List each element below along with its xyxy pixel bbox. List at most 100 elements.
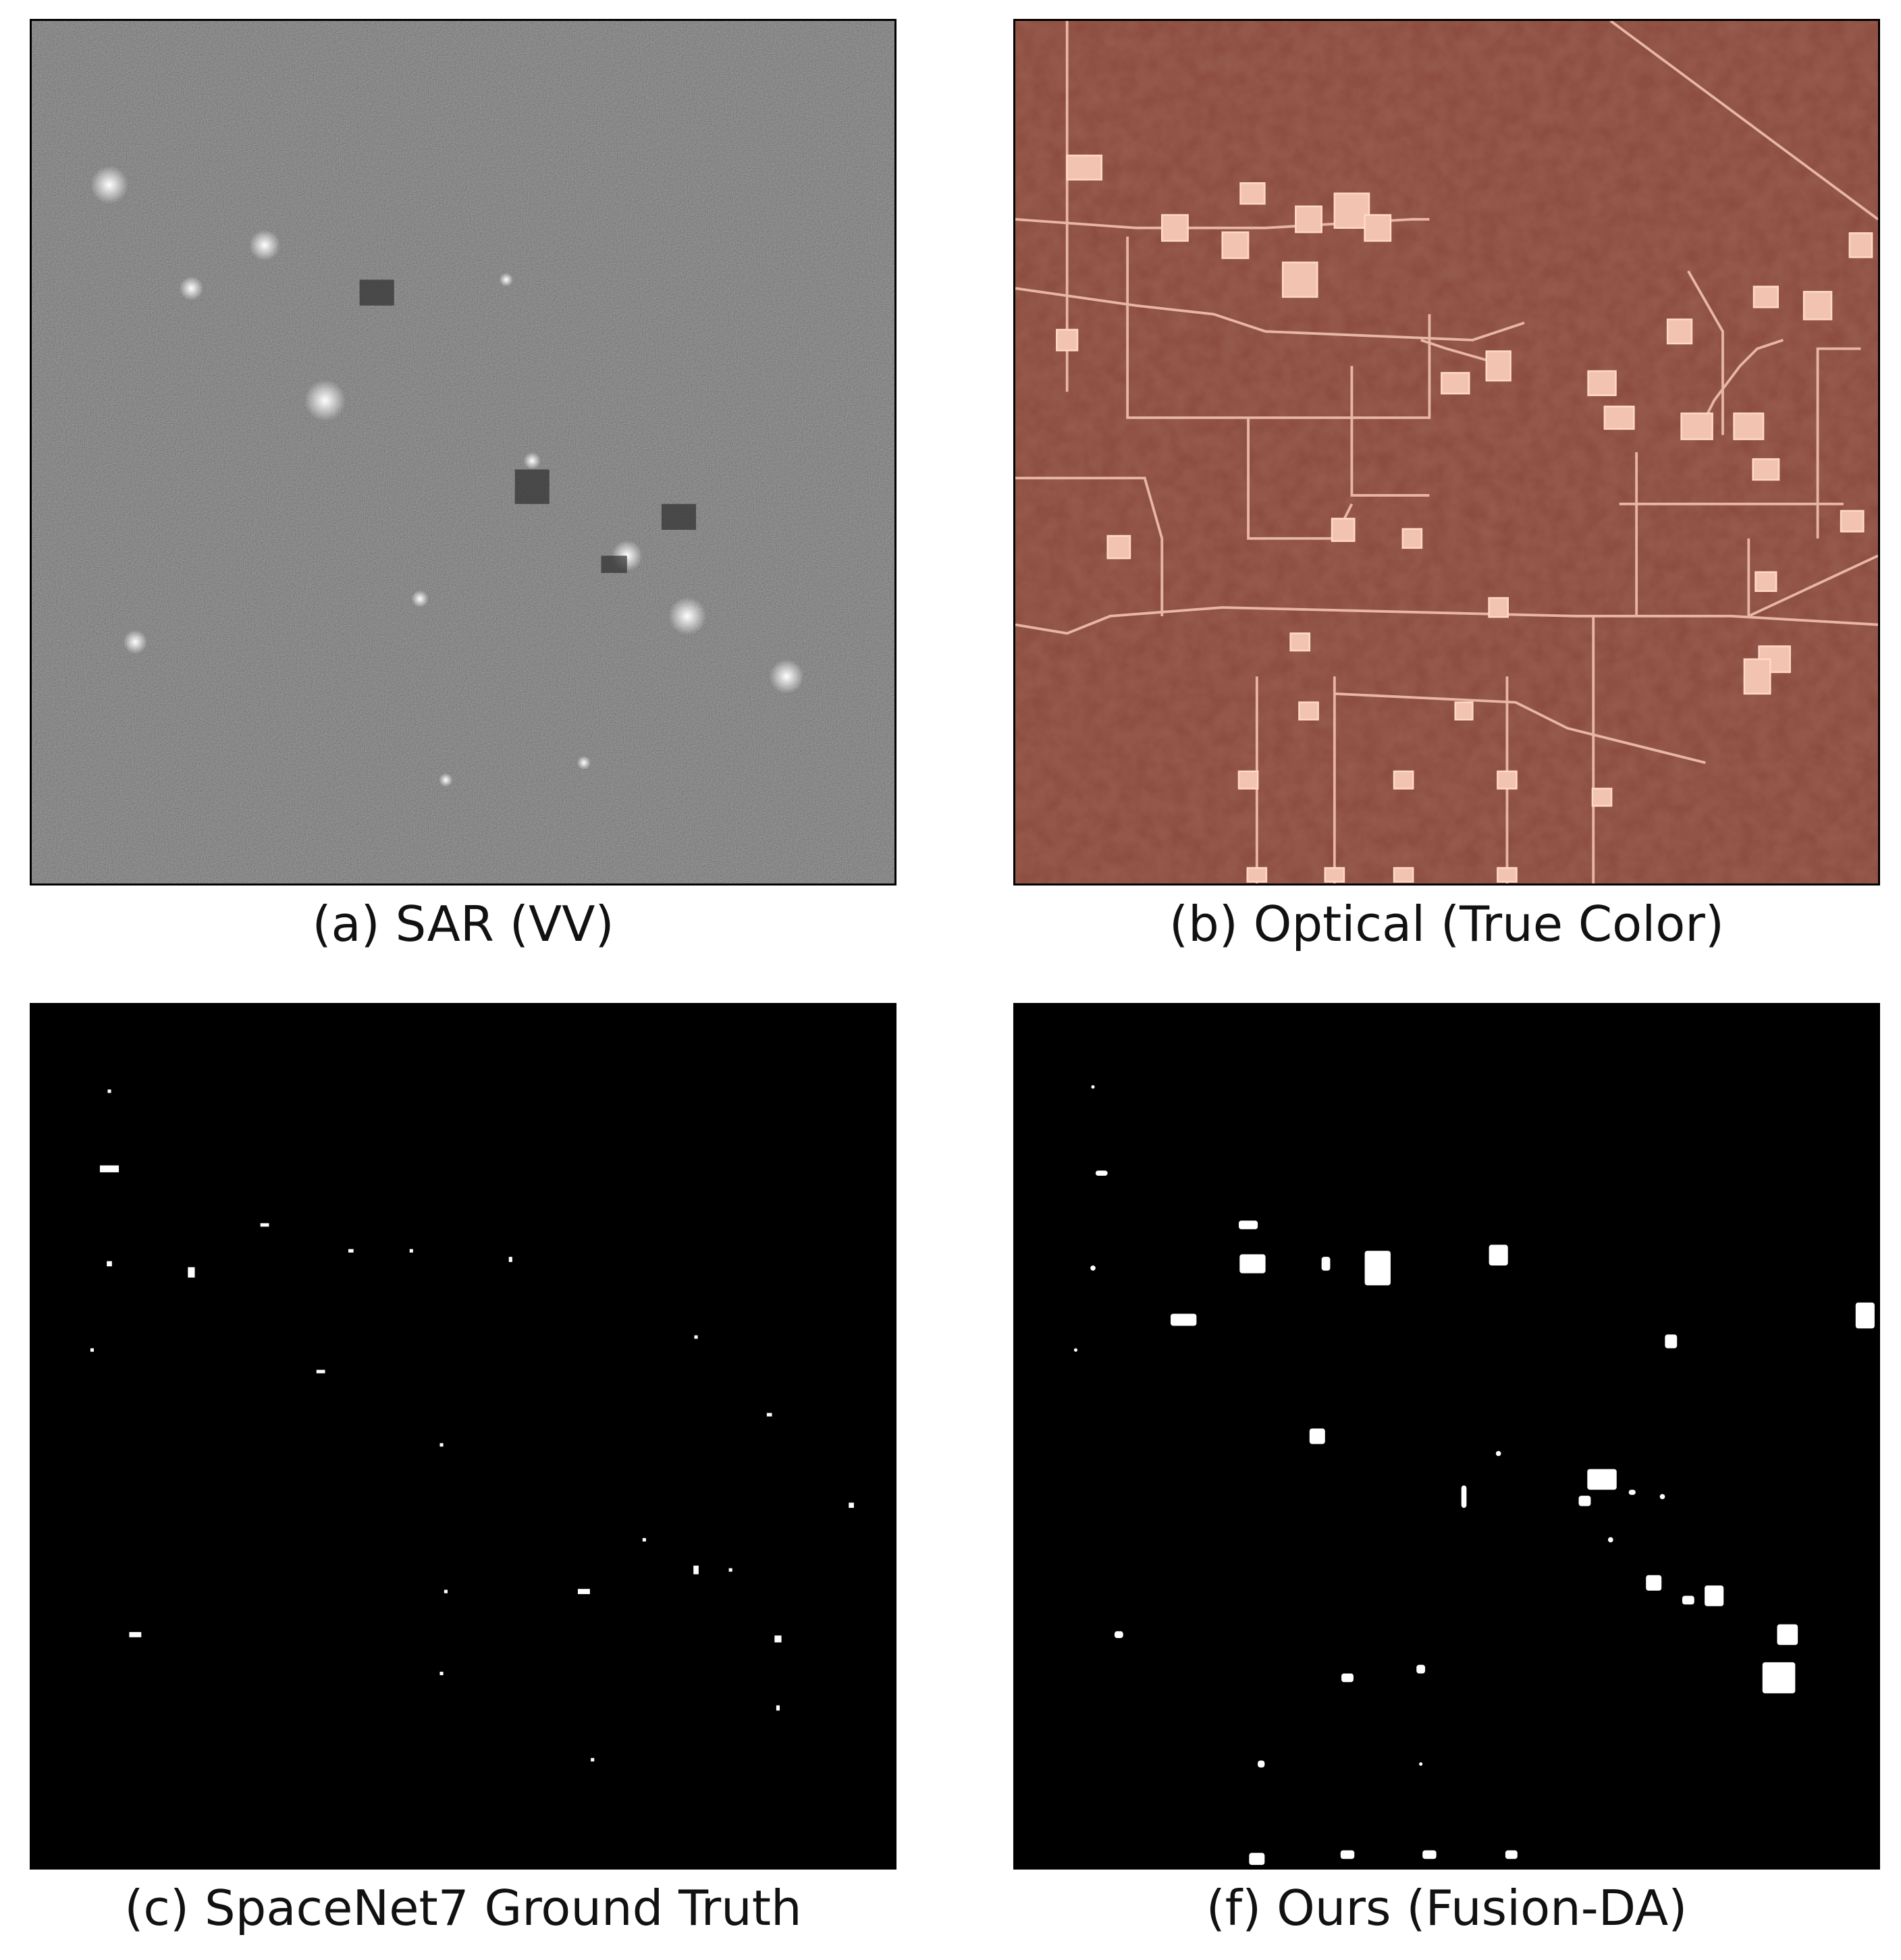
optical-road bbox=[1609, 21, 1878, 221]
prediction-mask-graphic bbox=[1015, 1005, 1878, 1868]
prediction-blob bbox=[1628, 1490, 1636, 1495]
prediction-mask bbox=[1013, 1003, 1880, 1870]
prediction-blob bbox=[1171, 1313, 1197, 1326]
optical-well-pad bbox=[1237, 770, 1259, 790]
optical-road bbox=[1015, 477, 1164, 616]
ground-truth-footprint bbox=[260, 1223, 269, 1227]
optical-well-pad bbox=[1680, 412, 1713, 441]
prediction-blob bbox=[1073, 1348, 1078, 1352]
prediction-blob bbox=[1239, 1254, 1266, 1274]
sar-bright-spot bbox=[769, 659, 804, 694]
prediction-blob bbox=[1705, 1585, 1724, 1606]
ground-truth-footprint bbox=[99, 1165, 119, 1172]
prediction-blob bbox=[1364, 1251, 1391, 1286]
sar-bright-spot bbox=[249, 229, 281, 261]
optical-well-pad bbox=[1488, 597, 1509, 618]
optical-well-pad bbox=[1239, 182, 1266, 205]
optical-well-pad bbox=[1289, 632, 1311, 652]
caption-optical: (b) Optical (True Color) bbox=[1169, 896, 1724, 952]
optical-well-pad bbox=[1331, 518, 1356, 542]
ground-truth-footprint bbox=[577, 1589, 590, 1594]
prediction-blob bbox=[1422, 1850, 1437, 1859]
prediction-blob bbox=[1239, 1220, 1258, 1230]
caption-sar: (a) SAR (VV) bbox=[312, 896, 614, 952]
ground-truth-footprint bbox=[444, 1589, 448, 1594]
ground-truth-footprint bbox=[776, 1705, 780, 1711]
optical-well-pad bbox=[1106, 535, 1131, 560]
optical-well-pad bbox=[1752, 285, 1779, 308]
optical-well-pad bbox=[1802, 291, 1833, 321]
sar-bright-spot bbox=[523, 452, 541, 470]
ground-truth-footprint bbox=[129, 1632, 142, 1637]
sar-bright-spot bbox=[439, 773, 453, 787]
optical-well-pad bbox=[1298, 701, 1319, 721]
ground-truth-footprint bbox=[316, 1369, 325, 1373]
prediction-blob bbox=[1489, 1245, 1508, 1265]
caption-ground-truth: (c) SpaceNet7 Ground Truth bbox=[124, 1880, 802, 1936]
ground-truth-footprint bbox=[508, 1257, 512, 1262]
caption-prediction: (f) Ours (Fusion-DA) bbox=[1206, 1880, 1688, 1936]
optical-road bbox=[1695, 339, 1784, 436]
ground-truth-mask-graphic bbox=[32, 1005, 894, 1868]
prediction-blob bbox=[1777, 1624, 1798, 1645]
sar-bright-spot bbox=[499, 273, 514, 287]
optical-well-pad bbox=[1364, 214, 1392, 242]
prediction-blob bbox=[1646, 1575, 1662, 1591]
optical-road bbox=[1350, 366, 1430, 497]
prediction-blob bbox=[1114, 1631, 1123, 1639]
optical-well-pad bbox=[1160, 214, 1189, 242]
optical-well-pad bbox=[1281, 261, 1318, 298]
ground-truth-footprint bbox=[90, 1348, 95, 1352]
ground-truth-footprint bbox=[439, 1671, 444, 1676]
prediction-blob bbox=[1659, 1494, 1665, 1500]
ground-truth-footprint bbox=[728, 1568, 732, 1572]
prediction-blob bbox=[1607, 1537, 1613, 1543]
prediction-blob bbox=[1855, 1302, 1875, 1329]
ground-truth-footprint bbox=[439, 1443, 444, 1447]
sar-dark-patch bbox=[359, 279, 394, 306]
prediction-blob bbox=[1495, 1450, 1501, 1457]
optical-road bbox=[1334, 692, 1706, 764]
optical-well-pad bbox=[1441, 372, 1470, 395]
prediction-blob bbox=[1419, 1762, 1423, 1766]
prediction-blob bbox=[1762, 1662, 1796, 1693]
optical-well-pad bbox=[1840, 510, 1865, 533]
optical-road bbox=[1015, 606, 1878, 635]
sar-dark-patch bbox=[661, 503, 697, 530]
optical-well-pad bbox=[1755, 571, 1777, 593]
prediction-blob bbox=[1095, 1170, 1108, 1176]
optical-well-pad bbox=[1056, 329, 1079, 352]
optical-well-pad bbox=[1848, 232, 1873, 258]
optical-well-pad bbox=[1295, 205, 1322, 234]
ground-truth-footprint bbox=[591, 1758, 595, 1762]
sar-bright-spot bbox=[90, 165, 129, 204]
prediction-blob bbox=[1665, 1334, 1678, 1349]
sar-bright-spot bbox=[123, 630, 148, 655]
optical-road bbox=[1687, 270, 1724, 435]
ground-truth-footprint bbox=[694, 1335, 698, 1339]
optical-road bbox=[1015, 287, 1525, 342]
optical-well-pad bbox=[1485, 350, 1511, 382]
sar-dark-patch bbox=[601, 555, 627, 573]
prediction-blob bbox=[1578, 1496, 1591, 1506]
optical-road bbox=[1816, 347, 1861, 539]
sar-bright-spot bbox=[179, 276, 204, 301]
prediction-blob bbox=[1461, 1485, 1467, 1508]
prediction-blob bbox=[1258, 1760, 1265, 1768]
optical-road bbox=[1747, 538, 1878, 618]
optical-well-pad bbox=[1066, 155, 1103, 181]
ground-truth-footprint bbox=[693, 1565, 699, 1575]
prediction-blob bbox=[1090, 1265, 1096, 1271]
ground-truth-footprint bbox=[766, 1413, 772, 1417]
sar-bright-spot bbox=[577, 755, 591, 770]
optical-well-pad bbox=[1246, 867, 1268, 883]
optical-well-pad bbox=[1733, 412, 1765, 441]
optical-well-pad bbox=[1393, 770, 1414, 790]
prediction-blob bbox=[1505, 1850, 1518, 1859]
optical-true-color-image bbox=[1013, 19, 1880, 886]
optical-well-pad bbox=[1333, 192, 1370, 229]
optical-image-graphic bbox=[1015, 21, 1878, 883]
ground-truth-footprint bbox=[849, 1502, 854, 1508]
optical-well-pad bbox=[1401, 528, 1423, 549]
optical-well-pad bbox=[1454, 701, 1474, 721]
